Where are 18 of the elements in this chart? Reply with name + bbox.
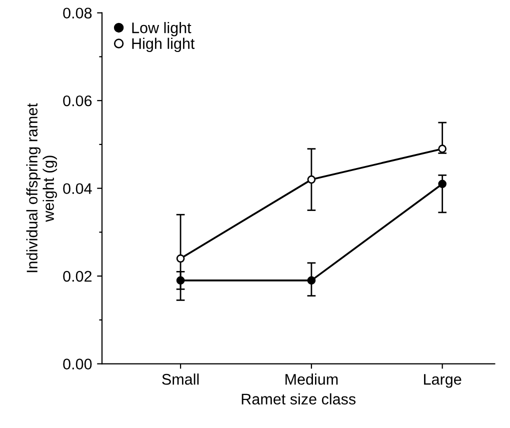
y-tick-label: 0.06 <box>63 95 92 106</box>
point <box>307 175 316 184</box>
y-tick-label: 0.02 <box>63 270 92 282</box>
x-tick-label: Large <box>424 374 462 388</box>
x-axis-title: Ramet size class <box>242 393 356 405</box>
x-tick-label: Medium <box>286 374 338 385</box>
point <box>176 276 185 285</box>
point <box>307 276 316 285</box>
y-tick-label: 0.00 <box>63 358 92 370</box>
x-tick-label: Small <box>162 374 199 385</box>
point <box>176 254 185 263</box>
y-axis-title: Individual offspring ramet weight (g) <box>26 103 57 272</box>
legend-label: Low light <box>132 22 192 36</box>
y-tick-label: 0.04 <box>63 183 92 194</box>
point <box>438 144 447 154</box>
point <box>438 180 447 188</box>
y-tick-label: 0.08 <box>63 8 92 19</box>
legend-label: High light <box>132 38 195 52</box>
